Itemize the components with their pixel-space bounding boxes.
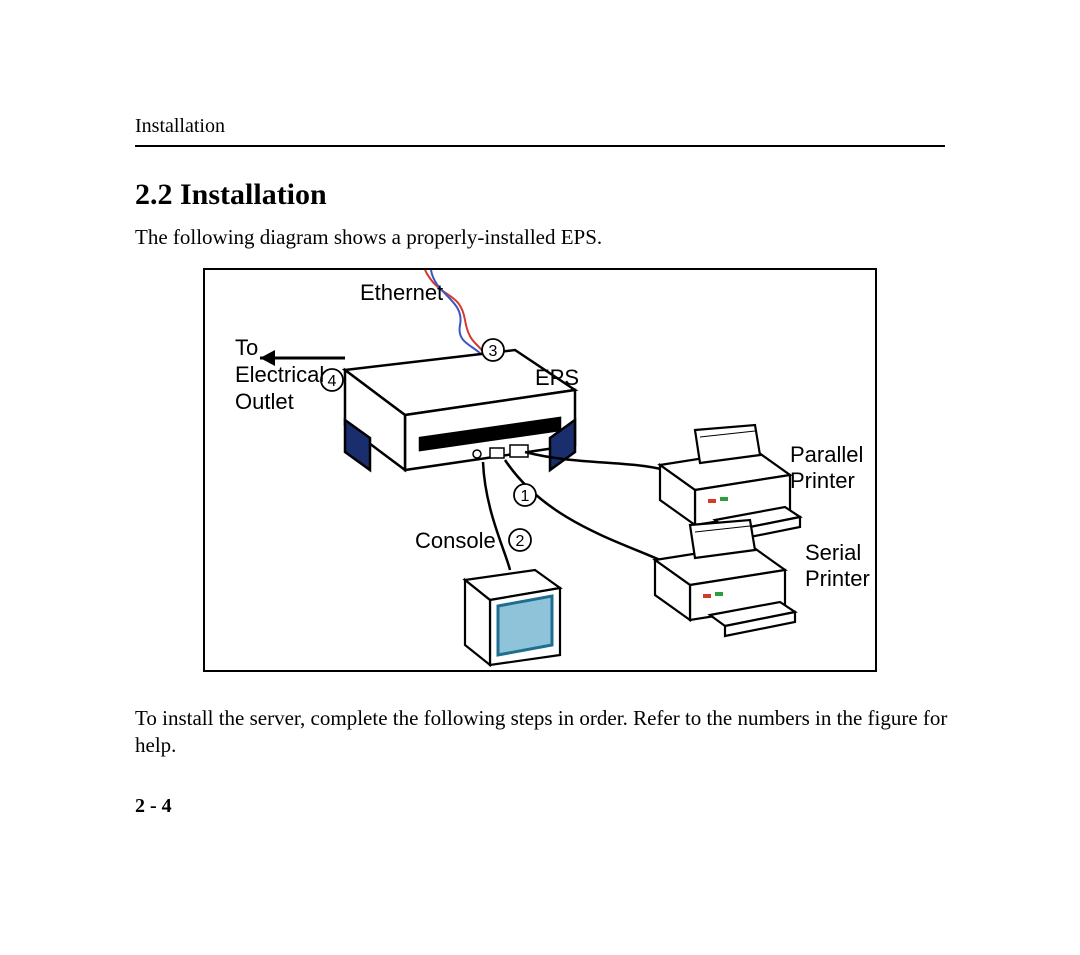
callout-2-icon: 2 (509, 529, 531, 551)
header-rule (135, 145, 945, 147)
svg-text:1: 1 (521, 488, 530, 505)
label-ethernet: Ethernet (360, 280, 443, 305)
serial-printer-icon (655, 520, 795, 636)
console-monitor-icon (465, 570, 560, 665)
label-parallel-line1: Parallel (790, 442, 863, 467)
callout-3-icon: 3 (482, 339, 504, 361)
label-outlet-line2: Electrical (235, 362, 324, 387)
label-serial-line1: Serial (805, 540, 861, 565)
callout-1-icon: 1 (514, 484, 536, 506)
page-number: 2 - 4 (135, 795, 172, 818)
document-page: Installation 2.2 Installation The follow… (0, 0, 1080, 955)
svg-text:4: 4 (328, 373, 337, 390)
running-head: Installation (135, 115, 225, 138)
cable-parallel-icon (525, 452, 665, 470)
section-heading: Installation (180, 178, 327, 211)
outro-paragraph: To install the server, complete the foll… (135, 705, 955, 760)
label-console: Console (415, 528, 496, 553)
installation-diagram: 1 2 3 4 Ethernet To Electric (203, 268, 877, 672)
label-outlet-line3: Outlet (235, 389, 294, 414)
label-serial-line2: Printer (805, 566, 870, 591)
callout-4-icon: 4 (321, 369, 343, 391)
cable-console-icon (483, 462, 510, 570)
label-outlet-line1: To (235, 335, 258, 360)
section-title: 2.2 Installation (135, 178, 327, 212)
label-eps: EPS (535, 365, 579, 390)
section-number: 2.2 (135, 178, 173, 211)
label-parallel-line2: Printer (790, 468, 855, 493)
svg-text:3: 3 (489, 343, 498, 360)
svg-text:2: 2 (516, 533, 525, 550)
intro-paragraph: The following diagram shows a properly-i… (135, 225, 955, 250)
